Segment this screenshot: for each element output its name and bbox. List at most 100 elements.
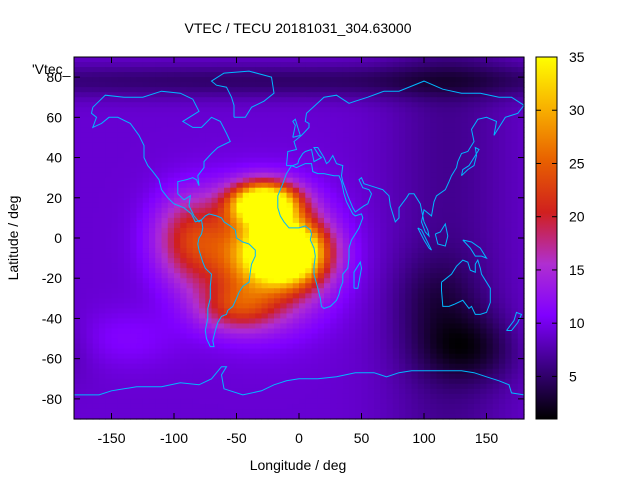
- heatmap-cell: [142, 62, 150, 68]
- heatmap-cell: [180, 212, 188, 219]
- heatmap-cell: [199, 142, 206, 149]
- heatmap-cell: [386, 222, 394, 229]
- heatmap-cell: [405, 62, 413, 68]
- heatmap-cell: [480, 273, 488, 279]
- heatmap-cell: [80, 142, 88, 149]
- heatmap-cell: [355, 338, 363, 345]
- heatmap-cell: [261, 162, 269, 169]
- heatmap-cell: [292, 328, 300, 335]
- heatmap-cell: [311, 217, 319, 224]
- heatmap-cell: [205, 343, 213, 350]
- heatmap-cell: [511, 243, 519, 249]
- heatmap-cell: [255, 268, 263, 274]
- heatmap-cell: [205, 348, 213, 355]
- heatmap-cell: [261, 122, 269, 128]
- heatmap-cell: [367, 263, 375, 269]
- heatmap-cell: [224, 273, 231, 279]
- heatmap-cell: [80, 82, 88, 88]
- heatmap-cell: [511, 383, 519, 390]
- heatmap-cell: [349, 102, 356, 108]
- heatmap-cell: [167, 92, 175, 98]
- heatmap-cell: [117, 157, 125, 164]
- heatmap-cell: [274, 258, 281, 264]
- heatmap-cell: [199, 283, 206, 289]
- heatmap-cell: [117, 288, 125, 294]
- heatmap-cell: [317, 112, 325, 118]
- heatmap-cell: [317, 142, 325, 149]
- heatmap-cell: [236, 162, 244, 169]
- heatmap-cell: [505, 273, 513, 279]
- heatmap-cell: [336, 57, 344, 63]
- heatmap-cell: [342, 122, 350, 128]
- heatmap-cell: [167, 318, 175, 325]
- heatmap-cell: [324, 157, 331, 164]
- heatmap-cell: [117, 243, 125, 249]
- heatmap-cell: [205, 217, 213, 224]
- heatmap-cell: [367, 222, 375, 229]
- heatmap-cell: [342, 232, 350, 239]
- heatmap-cell: [111, 97, 119, 103]
- heatmap-cell: [105, 182, 113, 189]
- heatmap-cell: [480, 92, 488, 98]
- heatmap-cell: [392, 293, 400, 299]
- heatmap-cell: [467, 72, 475, 78]
- heatmap-cell: [149, 373, 156, 380]
- heatmap-cell: [74, 172, 81, 179]
- heatmap-cell: [455, 132, 463, 139]
- heatmap-cell: [149, 403, 156, 410]
- heatmap-cell: [436, 278, 444, 284]
- heatmap-cell: [142, 398, 150, 405]
- heatmap-cell: [292, 248, 300, 254]
- heatmap-cell: [386, 92, 394, 98]
- heatmap-cell: [455, 278, 463, 284]
- heatmap-cell: [286, 72, 294, 78]
- heatmap-cell: [467, 92, 475, 98]
- heatmap-cell: [136, 368, 144, 375]
- heatmap-cell: [142, 162, 150, 169]
- heatmap-cell: [380, 157, 388, 164]
- heatmap-cell: [374, 222, 381, 229]
- heatmap-cell: [399, 112, 406, 118]
- heatmap-cell: [324, 248, 331, 254]
- heatmap-cell: [342, 77, 350, 83]
- heatmap-cell: [99, 368, 106, 375]
- heatmap-cell: [392, 107, 400, 113]
- heatmap-cell: [349, 192, 356, 199]
- heatmap-cell: [436, 313, 444, 320]
- heatmap-cell: [230, 177, 238, 184]
- heatmap-cell: [505, 263, 513, 269]
- heatmap-cell: [105, 212, 113, 219]
- heatmap-cell: [80, 263, 88, 269]
- heatmap-cell: [486, 202, 494, 209]
- heatmap-cell: [317, 122, 325, 128]
- heatmap-cell: [336, 112, 344, 118]
- heatmap-cell: [155, 313, 163, 320]
- heatmap-cell: [155, 162, 163, 169]
- heatmap-cell: [430, 288, 438, 294]
- heatmap-cell: [186, 403, 194, 410]
- heatmap-cell: [455, 283, 463, 289]
- heatmap-cell: [167, 172, 175, 179]
- heatmap-cell: [392, 263, 400, 269]
- heatmap-cell: [211, 243, 219, 249]
- heatmap-cell: [342, 248, 350, 254]
- heatmap-cell: [399, 248, 406, 254]
- heatmap-cell: [111, 398, 119, 405]
- heatmap-cell: [249, 82, 256, 88]
- heatmap-cell: [430, 117, 438, 123]
- heatmap-cell: [130, 192, 138, 199]
- heatmap-cell: [86, 358, 94, 365]
- heatmap-cell: [299, 273, 306, 279]
- heatmap-cell: [430, 278, 438, 284]
- heatmap-cell: [336, 373, 344, 380]
- heatmap-cell: [186, 182, 194, 189]
- heatmap-cell: [399, 273, 406, 279]
- heatmap-cell: [167, 338, 175, 345]
- heatmap-cell: [324, 172, 331, 179]
- heatmap-cell: [155, 318, 163, 325]
- heatmap-cell: [280, 77, 288, 83]
- heatmap-cell: [392, 243, 400, 249]
- heatmap-cell: [480, 308, 488, 315]
- heatmap-cell: [174, 278, 181, 284]
- heatmap-cell: [186, 217, 194, 224]
